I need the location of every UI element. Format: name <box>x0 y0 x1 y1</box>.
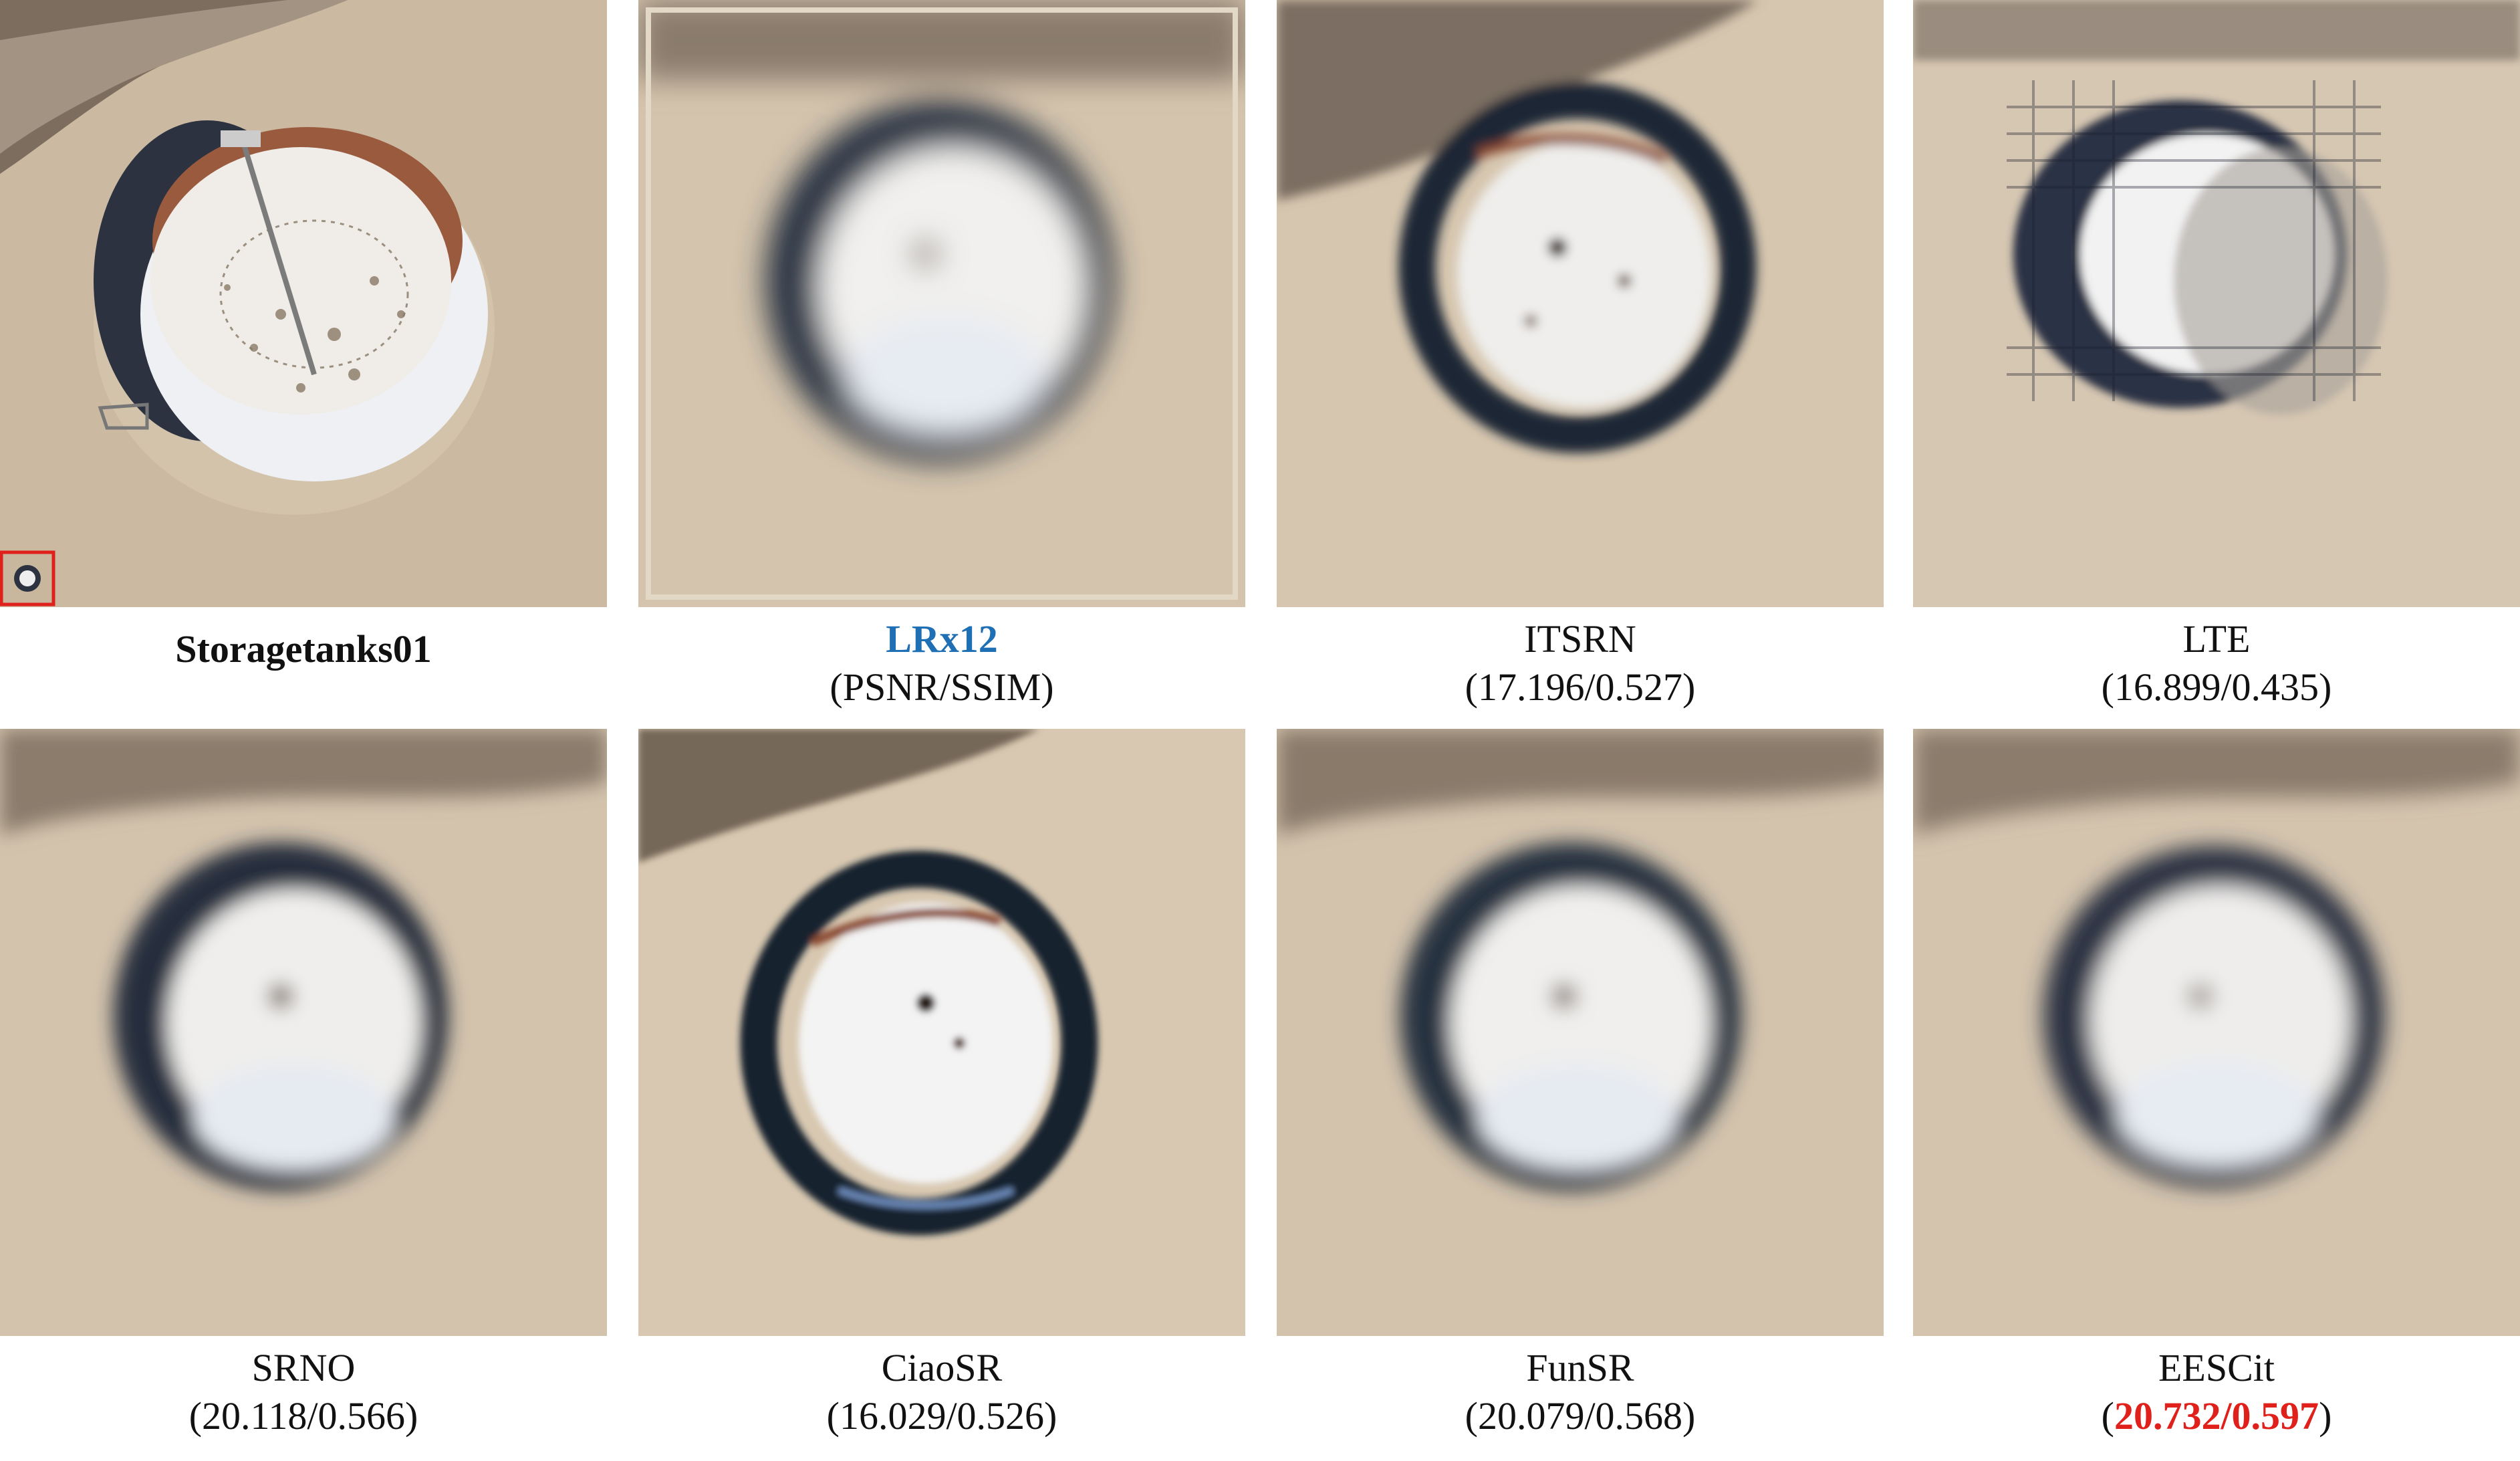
caption-title: FunSR <box>1526 1346 1634 1389</box>
lte-result-image <box>1913 0 2520 607</box>
metrics-close-paren: ) <box>2319 1394 2332 1438</box>
caption-srno: SRNO (20.118/0.566) <box>0 1344 607 1440</box>
lte-tank-render <box>1913 0 2520 607</box>
caption-title: ITSRN <box>1524 617 1636 661</box>
caption-metrics: (PSNR/SSIM) <box>830 665 1054 709</box>
itsrn-result-image <box>1277 0 1884 607</box>
caption-lrx12: LRx12 (PSNR/SSIM) <box>638 615 1245 711</box>
funsr-tank-render <box>1277 729 1884 1336</box>
caption-itsrn: ITSRN (17.196/0.527) <box>1277 615 1884 711</box>
caption-title: SRNO <box>251 1346 356 1389</box>
storage-tank-aerial-photo <box>0 0 607 607</box>
caption-metrics: (16.899/0.435) <box>2101 665 2332 709</box>
eescit-tank-render <box>1913 729 2520 1336</box>
srno-result-image <box>0 729 607 1336</box>
caption-title: EESCit <box>2158 1346 2275 1389</box>
caption-storagetanks01: Storagetanks01 <box>0 625 607 673</box>
caption-metrics: (20.079/0.568) <box>1465 1394 1696 1438</box>
caption-metrics: (20.732/0.597) <box>1913 1392 2520 1440</box>
srno-tank-render <box>0 729 607 1336</box>
blurred-tank-render <box>638 0 1245 607</box>
eescit-result-image <box>1913 729 2520 1336</box>
caption-title: LRx12 <box>886 617 998 661</box>
caption-title: Storagetanks01 <box>175 627 432 671</box>
caption-eescit: EESCit (20.732/0.597) <box>1913 1344 2520 1440</box>
lr-x12-image <box>638 0 1245 607</box>
itsrn-tank-render <box>1277 0 1884 607</box>
ciaosr-tank-render <box>638 729 1245 1336</box>
caption-title: LTE <box>2182 617 2251 661</box>
caption-metrics: (20.118/0.566) <box>188 1394 418 1438</box>
funsr-result-image <box>1277 729 1884 1336</box>
metrics-open-paren: ( <box>2101 1394 2114 1438</box>
caption-lte: LTE (16.899/0.435) <box>1913 615 2520 711</box>
caption-title: CiaoSR <box>881 1346 1003 1389</box>
caption-ciaosr: CiaoSR (16.029/0.526) <box>638 1344 1245 1440</box>
ciaosr-result-image <box>638 729 1245 1336</box>
caption-metrics: (17.196/0.527) <box>1465 665 1696 709</box>
caption-funsr: FunSR (20.079/0.568) <box>1277 1344 1884 1440</box>
caption-metrics: (16.029/0.526) <box>826 1394 1057 1438</box>
metrics-best-value: 20.732/0.597 <box>2114 1394 2319 1438</box>
hr-overview-image <box>0 0 607 607</box>
